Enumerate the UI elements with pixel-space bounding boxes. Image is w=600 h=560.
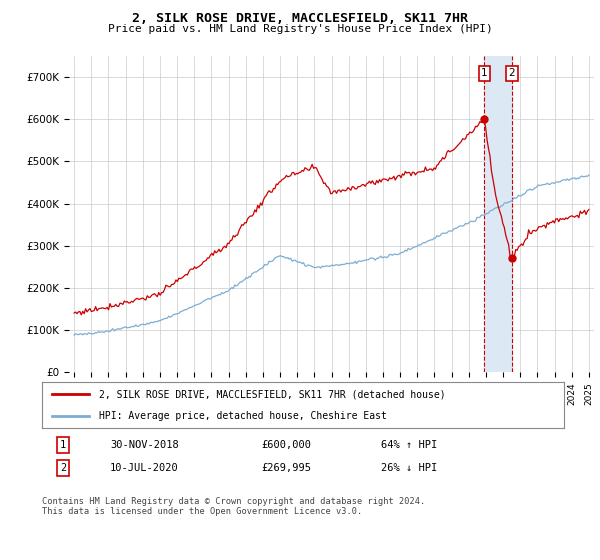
Text: 26% ↓ HPI: 26% ↓ HPI <box>382 463 437 473</box>
Text: 1: 1 <box>60 440 66 450</box>
Text: 30-NOV-2018: 30-NOV-2018 <box>110 440 179 450</box>
Text: £600,000: £600,000 <box>261 440 311 450</box>
Text: 2: 2 <box>60 463 66 473</box>
Bar <box>484 56 512 372</box>
Text: 10-JUL-2020: 10-JUL-2020 <box>110 463 179 473</box>
Text: 2: 2 <box>508 68 515 78</box>
Text: 2, SILK ROSE DRIVE, MACCLESFIELD, SK11 7HR (detached house): 2, SILK ROSE DRIVE, MACCLESFIELD, SK11 7… <box>100 389 446 399</box>
Text: Contains HM Land Registry data © Crown copyright and database right 2024.
This d: Contains HM Land Registry data © Crown c… <box>42 497 425 516</box>
Text: 64% ↑ HPI: 64% ↑ HPI <box>382 440 437 450</box>
Text: HPI: Average price, detached house, Cheshire East: HPI: Average price, detached house, Ches… <box>100 411 387 421</box>
Text: 2, SILK ROSE DRIVE, MACCLESFIELD, SK11 7HR: 2, SILK ROSE DRIVE, MACCLESFIELD, SK11 7… <box>132 12 468 25</box>
Text: 1: 1 <box>481 68 488 78</box>
Text: Price paid vs. HM Land Registry's House Price Index (HPI): Price paid vs. HM Land Registry's House … <box>107 24 493 34</box>
Text: £269,995: £269,995 <box>261 463 311 473</box>
